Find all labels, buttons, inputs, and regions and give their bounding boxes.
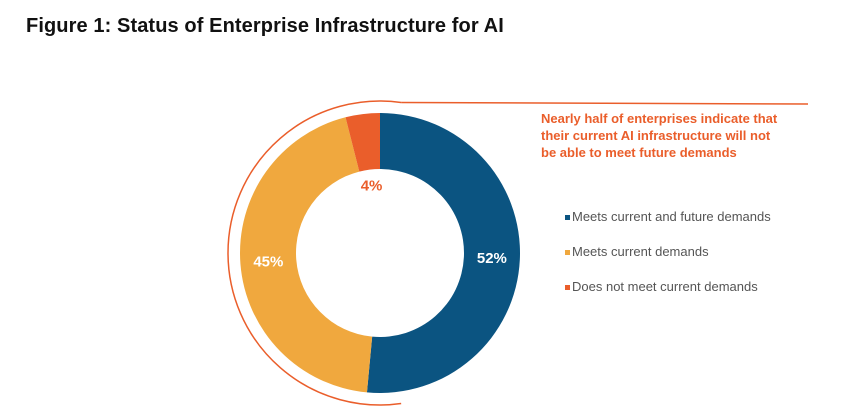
callout-bracket-line xyxy=(401,101,809,105)
callout-text-line: their current AI infrastructure will not xyxy=(541,128,771,143)
legend-swatch xyxy=(565,250,570,255)
callout-bracket xyxy=(227,100,809,406)
donut-slices xyxy=(240,113,521,394)
slice-value-label: 4% xyxy=(361,178,383,195)
legend-swatch xyxy=(565,285,570,290)
slice-meets-current-and-future-demands xyxy=(366,113,521,394)
legend-label: Meets current demands xyxy=(572,244,709,259)
callout-text-line: Nearly half of enterprises indicate that xyxy=(541,111,778,126)
callout-bracket-arc xyxy=(227,100,402,406)
figure-title: Figure 1: Status of Enterprise Infrastru… xyxy=(26,15,504,37)
slice-value-label: 45% xyxy=(253,254,283,271)
legend-swatch xyxy=(565,215,570,220)
slice-does-not-meet-current-demands xyxy=(345,113,380,172)
legend-label: Does not meet current demands xyxy=(572,279,758,294)
slice-labels: 52% 45% 4% xyxy=(253,178,507,271)
callout-text-line: be able to meet future demands xyxy=(541,145,737,160)
slice-meets-current-demands xyxy=(240,117,373,393)
slice-value-label: 52% xyxy=(477,250,507,267)
legend-label: Meets current and future demands xyxy=(572,209,771,224)
legend: Meets current and future demands Meets cu… xyxy=(565,209,771,294)
callout-annotation: Nearly half of enterprises indicate that… xyxy=(541,111,778,160)
